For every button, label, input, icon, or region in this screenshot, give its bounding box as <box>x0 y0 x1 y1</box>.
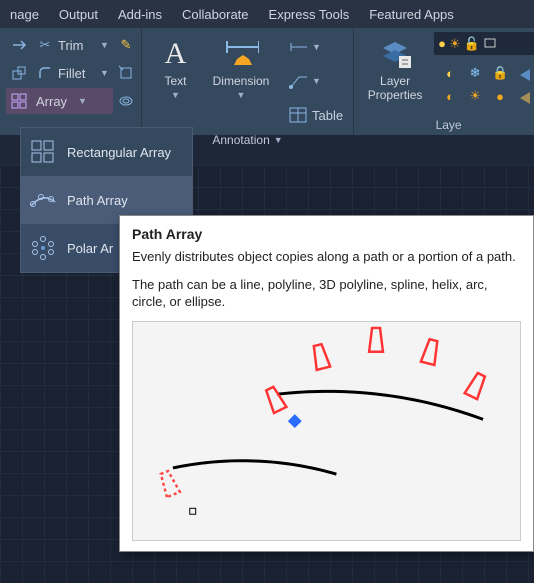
tooltip-title: Path Array <box>132 226 521 242</box>
chevron-down-icon: ▼ <box>100 40 109 50</box>
scale-icon <box>10 64 28 82</box>
chevron-down-icon: ▼ <box>78 96 87 106</box>
chevron-down-icon: ▼ <box>312 42 321 52</box>
tooltip-desc-2: The path can be a line, polyline, 3D pol… <box>132 276 521 311</box>
table-button[interactable]: Table <box>285 100 347 130</box>
bulb-on-icon: ● <box>438 36 446 51</box>
leader-button[interactable]: ▼ <box>285 66 347 96</box>
layer-properties-icon <box>377 36 413 72</box>
layer-unlock-icon[interactable]: ● <box>490 86 510 106</box>
ribbon-group-annotation: A Text ▼ Dimension ▼ ▼ ▼ <box>142 28 354 135</box>
menu-addins[interactable]: Add-ins <box>108 2 172 27</box>
layer-iso-icon[interactable] <box>515 86 534 106</box>
layer-properties-button[interactable]: Layer Properties <box>360 32 430 115</box>
chevron-down-icon: ▼ <box>171 90 180 100</box>
offset-button[interactable] <box>113 88 139 114</box>
leader-icon <box>289 72 307 90</box>
path-array-label: Path Array <box>67 193 128 208</box>
polar-array-icon <box>29 234 57 262</box>
dimension-label: Dimension <box>213 74 270 88</box>
menu-collaborate[interactable]: Collaborate <box>172 2 259 27</box>
chevron-down-icon: ▼ <box>237 90 246 100</box>
table-label: Table <box>312 108 343 123</box>
menu-output[interactable]: Output <box>49 2 108 27</box>
scale-button[interactable] <box>6 60 32 86</box>
explode-button[interactable] <box>113 60 139 86</box>
array-grid-icon <box>10 92 28 110</box>
pencil-icon: ✎ <box>117 36 135 54</box>
chevron-down-icon: ▼ <box>100 68 109 78</box>
path-array-tooltip: Path Array Evenly distributes object cop… <box>119 215 534 552</box>
text-button[interactable]: A Text ▼ <box>148 32 203 130</box>
ribbon-group-layers: Layer Properties ● ☀ 🔓 ◐ ❄ 🔒 ◐ ☀ ● <box>354 28 534 135</box>
fillet-label: Fillet <box>58 66 96 81</box>
menubar: nage Output Add-ins Collaborate Express … <box>0 0 534 28</box>
path-array-icon <box>29 186 57 214</box>
rectangular-array-icon <box>29 138 57 166</box>
ribbon-group-modify: ✂ Trim ▼ Fillet ▼ Array ▼ ✎ <box>0 28 142 135</box>
layer-lock-icon[interactable]: 🔒 <box>490 63 510 83</box>
dimension-button[interactable]: Dimension ▼ <box>203 32 279 130</box>
layer-freeze-icon[interactable]: ❄ <box>465 63 485 83</box>
menu-express-tools[interactable]: Express Tools <box>259 2 360 27</box>
trim-button[interactable]: ✂ Trim ▼ <box>32 32 113 58</box>
stretch-button[interactable] <box>6 32 32 58</box>
table-icon <box>289 106 307 124</box>
layer-match-icon[interactable] <box>515 63 534 83</box>
stretch-icon <box>10 36 28 54</box>
plot-icon <box>483 35 497 52</box>
polar-array-label: Polar Ar <box>67 241 113 256</box>
tooltip-desc-1: Evenly distributes object copies along a… <box>132 248 521 266</box>
menu-manage[interactable]: nage <box>0 2 49 27</box>
offset-icon <box>117 92 135 110</box>
layer-properties-label: Layer Properties <box>368 74 423 102</box>
linear-icon <box>289 38 307 56</box>
trim-label: Trim <box>58 38 96 53</box>
scissors-icon: ✂ <box>36 36 54 54</box>
menu-featured-apps[interactable]: Featured Apps <box>359 2 464 27</box>
chevron-down-icon: ▼ <box>274 135 283 145</box>
layer-on-icon[interactable]: ◐ <box>440 86 460 106</box>
layer-status-dropdown[interactable]: ● ☀ 🔓 <box>434 32 534 55</box>
rectangular-array-label: Rectangular Array <box>67 145 171 160</box>
layer-tools-grid: ◐ ❄ 🔒 ◐ ☀ ● <box>440 63 534 106</box>
chevron-down-icon: ▼ <box>312 76 321 86</box>
tooltip-diagram <box>132 321 521 541</box>
layers-group-label[interactable]: Laye <box>360 115 534 135</box>
explode-icon <box>117 64 135 82</box>
lock-open-icon: 🔓 <box>464 36 480 52</box>
erase-button[interactable]: ✎ <box>113 32 139 58</box>
layer-thaw-icon[interactable]: ☀ <box>465 86 485 106</box>
layer-off-icon[interactable]: ◐ <box>440 63 460 83</box>
array-button[interactable]: Array ▼ <box>32 88 113 114</box>
ribbon: ✂ Trim ▼ Fillet ▼ Array ▼ ✎ <box>0 28 534 135</box>
text-icon: A <box>158 36 194 72</box>
fillet-button[interactable]: Fillet ▼ <box>32 60 113 86</box>
fillet-icon <box>36 64 54 82</box>
linear-button[interactable]: ▼ <box>285 32 347 62</box>
array-grid-button[interactable] <box>6 88 32 114</box>
sun-icon: ☀ <box>449 36 461 52</box>
array-label: Array <box>36 94 74 109</box>
text-label: Text <box>164 74 186 88</box>
rectangular-array-item[interactable]: Rectangular Array <box>21 128 192 176</box>
dimension-icon <box>223 36 259 72</box>
